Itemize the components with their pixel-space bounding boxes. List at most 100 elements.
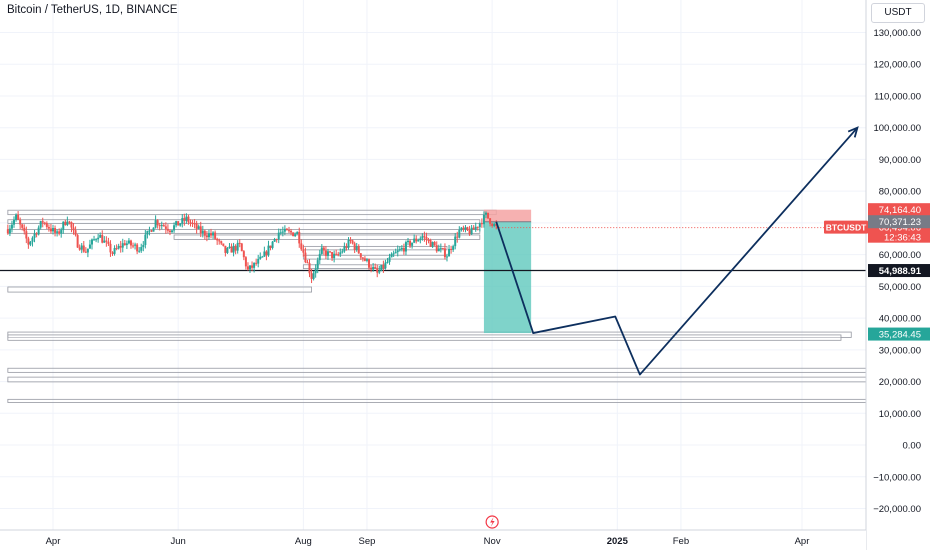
candle-body (187, 216, 190, 223)
candle-body (435, 245, 438, 252)
candle-body (318, 253, 321, 261)
price-tick-label: 10,000.00 (879, 409, 921, 420)
short-position-tool[interactable] (483, 209, 532, 334)
candle-body (103, 240, 106, 243)
price-label (868, 215, 930, 229)
candle-body (429, 240, 432, 247)
time-axis[interactable]: Apr Jun Aug Sep Nov 2025 Feb Apr (0, 515, 866, 550)
zone-box (7, 219, 481, 224)
price-label-text: 74,164.40 (879, 205, 921, 216)
projection-line[interactable] (495, 127, 859, 376)
candle-body (363, 258, 366, 261)
candle-body (384, 262, 387, 269)
candle-body (294, 234, 297, 237)
candle-body (296, 231, 299, 235)
candle-body (216, 238, 219, 241)
candle-body (390, 253, 393, 258)
candle-body (341, 251, 344, 253)
candle-body (142, 244, 145, 248)
candle-body (25, 231, 28, 239)
candle-body (164, 226, 167, 229)
time-tick-label: Jun (171, 536, 186, 547)
candle-body (300, 243, 303, 250)
candle-body (267, 245, 270, 256)
projection-path[interactable] (495, 126, 859, 376)
candle-body (314, 268, 317, 274)
candle-body (31, 237, 34, 242)
candle-body (269, 245, 272, 248)
candle-body (261, 256, 264, 258)
price-label-text: 54,988.91 (879, 266, 922, 277)
take-profit-zone[interactable] (483, 221, 532, 334)
price-label (868, 327, 930, 341)
price-label-text: 35,284.45 (879, 330, 921, 341)
candle-body (99, 234, 102, 238)
candle-body (246, 266, 249, 270)
flash-icon (490, 517, 495, 527)
candle-body (238, 242, 241, 244)
candle-body (6, 229, 9, 234)
time-tick-label: 2025 (607, 536, 629, 547)
candle-body (326, 251, 329, 256)
candle-body (386, 261, 389, 263)
price-tick-label: 0.00 (903, 441, 922, 452)
candle-body (177, 221, 180, 226)
candle-body (19, 219, 22, 225)
candle-body (127, 240, 130, 244)
candle-body (407, 240, 410, 243)
candle-body (484, 212, 487, 215)
zone-box (7, 286, 312, 293)
candle-body (183, 218, 186, 221)
candle-body (452, 246, 455, 250)
candle-body (439, 248, 442, 250)
candle-body (80, 245, 83, 250)
candle-body (368, 259, 371, 268)
candle-body (380, 264, 383, 271)
candle-body (146, 230, 149, 235)
candlesticks (6, 211, 866, 284)
candle-body (365, 259, 368, 261)
candle-body (56, 231, 59, 233)
candle-body (320, 247, 323, 254)
candle-body (462, 227, 465, 230)
candle-body (93, 239, 96, 241)
candle-body (281, 231, 284, 233)
candle-body (271, 241, 274, 248)
candle-body (251, 265, 254, 268)
candle-body (244, 257, 247, 267)
candle-body (316, 260, 319, 269)
zone-box (7, 398, 867, 403)
currency-button[interactable]: USDT (871, 3, 925, 23)
candle-body (62, 221, 65, 230)
candle-body (119, 245, 122, 248)
candle-body (493, 223, 496, 226)
candle-body (433, 242, 436, 246)
candle-body (70, 222, 73, 228)
candle-body (357, 246, 360, 254)
candle-body (298, 231, 301, 244)
symbol-title[interactable]: Bitcoin / TetherUS, 1D, BINANCE (7, 4, 178, 16)
candle-body (482, 214, 485, 225)
candle-body (431, 242, 434, 247)
candle-body (240, 243, 243, 252)
price-tick-label: 90,000.00 (879, 155, 921, 166)
candle-body (253, 262, 256, 268)
price-tick-label: 20,000.00 (879, 377, 921, 388)
stop-loss-zone[interactable] (483, 209, 532, 222)
candle-body (66, 221, 69, 225)
candle-body (427, 239, 430, 241)
candle-body (175, 221, 178, 226)
candle-body (152, 227, 155, 232)
candle-body (304, 252, 307, 263)
candle-body (54, 228, 57, 233)
projection-arrowhead (847, 126, 859, 138)
candle-body (195, 223, 198, 229)
candle-body (105, 240, 108, 242)
candle-body (8, 228, 11, 234)
candle-body (129, 240, 132, 246)
candle-body (454, 236, 457, 247)
candle-body (409, 240, 412, 246)
candle-body (76, 235, 79, 248)
